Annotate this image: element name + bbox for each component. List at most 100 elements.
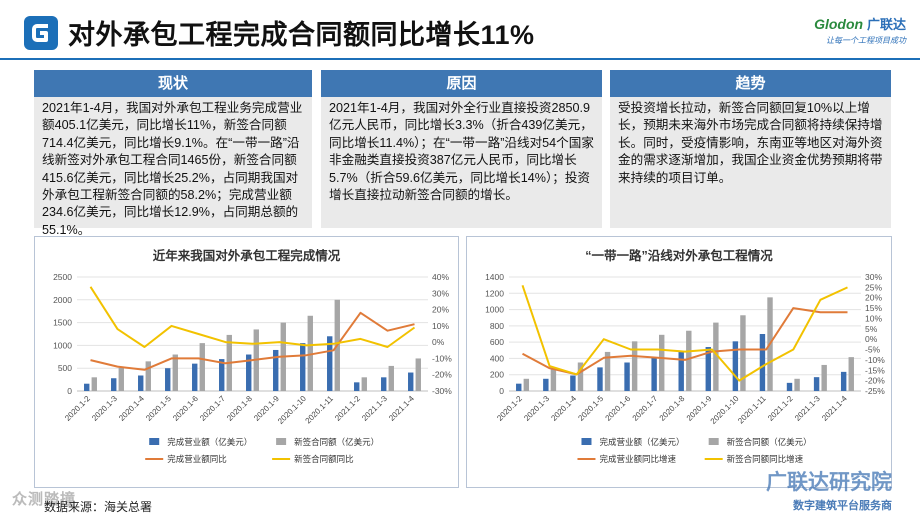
chart-belt-road: “一带一路”沿线对外承包工程情况 0 200 400 600 800 1000 1200 140… bbox=[466, 236, 892, 488]
panel-heading: 现状 bbox=[34, 70, 312, 97]
data-source: 数据来源：海关总署 bbox=[44, 500, 153, 514]
x-tick-label: 2020.1-10 bbox=[276, 394, 308, 426]
x-tick-label: 2021.1-2 bbox=[766, 394, 795, 423]
y2-tick-label: 0% bbox=[865, 334, 878, 344]
bar bbox=[570, 375, 576, 391]
series-line bbox=[89, 286, 416, 348]
x-tick-label: 2020.1-7 bbox=[631, 394, 660, 423]
panel-text: 2021年1-4月，我国对外全行业直接投资2850.9亿元人民币，同比增长3.3… bbox=[329, 101, 594, 203]
y2-tick-label: -20% bbox=[432, 370, 452, 380]
bar bbox=[821, 364, 827, 391]
y-tick-label: 1400 bbox=[485, 272, 504, 282]
bar bbox=[408, 372, 414, 391]
x-tick-label: 2020.1-8 bbox=[225, 394, 254, 423]
y-tick-label: 500 bbox=[58, 363, 72, 373]
y2-tick-label: 20% bbox=[865, 293, 882, 303]
bar bbox=[192, 363, 198, 391]
y2-tick-label: 10% bbox=[432, 321, 449, 331]
legend-label: 新签合同额同比 bbox=[294, 454, 354, 464]
x-tick-label: 2020.1-5 bbox=[576, 394, 605, 423]
bar bbox=[381, 377, 387, 391]
bar bbox=[199, 343, 205, 391]
legend-swatch bbox=[581, 438, 592, 445]
watermark-left: 众测踏撞 bbox=[12, 491, 77, 508]
panel-trend: 趋势 受投资增长拉动，新签合同额回复10%以上增长，预期未来海外市场完成合同额将… bbox=[610, 70, 891, 228]
x-tick-label: 2020.1-5 bbox=[144, 394, 173, 423]
x-tick-label: 2020.1-7 bbox=[198, 394, 227, 423]
legend-label: 新签合同额（亿美元） bbox=[294, 437, 379, 447]
bar bbox=[740, 315, 746, 391]
y-tick-label: 1200 bbox=[485, 288, 504, 298]
y-tick-label: 1500 bbox=[53, 318, 72, 328]
x-tick-label: 2021.1-3 bbox=[360, 394, 389, 423]
page-title: 对外承包工程完成合同额同比增长11% bbox=[68, 20, 535, 50]
y-tick-label: 200 bbox=[490, 370, 504, 380]
y2-tick-label: -10% bbox=[432, 353, 452, 363]
bar bbox=[388, 365, 394, 391]
legend-label: 完成营业额（亿美元） bbox=[599, 437, 684, 447]
legend-label: 新签合同额（亿美元） bbox=[727, 437, 812, 447]
brand-logo: Glodon 广联达 让每一个工程项目成功 bbox=[746, 14, 906, 46]
watermark: 广联达研究院 数字建筑平台服务商 bbox=[766, 466, 892, 513]
bar bbox=[118, 367, 124, 391]
bar bbox=[523, 378, 530, 391]
legend-label: 完成营业额同比 bbox=[167, 454, 227, 464]
bar bbox=[516, 383, 522, 391]
legend-label: 完成营业额（亿美元） bbox=[167, 437, 252, 447]
bar bbox=[165, 368, 171, 391]
y-tick-label: 0 bbox=[67, 386, 72, 396]
bar bbox=[361, 377, 367, 391]
bar bbox=[794, 378, 800, 391]
bar bbox=[624, 362, 630, 391]
y2-tick-label: 0% bbox=[432, 337, 445, 347]
bar bbox=[138, 375, 144, 391]
bar bbox=[354, 382, 360, 391]
x-tick-label: 2021.1-3 bbox=[793, 394, 822, 423]
y2-tick-label: 15% bbox=[865, 303, 882, 313]
y-tick-label: 2000 bbox=[53, 295, 72, 305]
y2-tick-label: 20% bbox=[432, 305, 449, 315]
chart-title: “一带一路”沿线对外承包工程情况 bbox=[585, 248, 773, 263]
y-tick-label: 800 bbox=[490, 321, 504, 331]
bar bbox=[219, 359, 225, 391]
legend-swatch bbox=[708, 438, 719, 445]
bar bbox=[550, 369, 557, 391]
y-tick-label: 1000 bbox=[53, 340, 72, 350]
y2-tick-label: -30% bbox=[432, 386, 452, 396]
bar bbox=[651, 357, 657, 391]
x-tick-label: 2020.1-2 bbox=[63, 394, 92, 423]
panel-text: 受投资增长拉动，新签合同额回复10%以上增长，预期未来海外市场完成合同额将持续保… bbox=[618, 101, 883, 185]
chart-title: 近年来我国对外承包工程完成情况 bbox=[153, 248, 341, 263]
bar bbox=[577, 362, 584, 391]
header-divider bbox=[0, 58, 920, 60]
bar bbox=[659, 334, 665, 391]
x-tick-label: 2020.1-6 bbox=[604, 394, 633, 423]
watermark-subtitle: 数字建筑平台服务商 bbox=[793, 500, 892, 512]
x-tick-label: 2020.1-3 bbox=[522, 394, 551, 423]
watermark-title: 广联达研究院 bbox=[766, 471, 892, 494]
legend-swatch bbox=[149, 438, 160, 445]
panel-text: 2021年1-4月，我国对外承包工程业务完成营业额405.1亿美元，同比增长11… bbox=[42, 101, 303, 237]
panel-status: 现状 2021年1-4月，我国对外承包工程业务完成营业额405.1亿美元，同比增… bbox=[34, 70, 312, 237]
y2-tick-label: 30% bbox=[865, 272, 882, 282]
bar bbox=[145, 361, 151, 391]
y2-tick-label: -25% bbox=[865, 386, 885, 396]
bar bbox=[91, 377, 97, 391]
legend-label: 完成营业额同比增速 bbox=[599, 454, 676, 464]
y-tick-label: 2500 bbox=[53, 272, 72, 282]
x-tick-label: 2020.1-11 bbox=[303, 394, 335, 426]
x-tick-label: 2020.1-6 bbox=[171, 394, 200, 423]
bar bbox=[678, 351, 684, 391]
bar bbox=[327, 336, 333, 391]
chart-belt-road-svg: “一带一路”沿线对外承包工程情况 0 200 400 600 800 1000 1200 140… bbox=[485, 248, 885, 464]
bar bbox=[604, 351, 611, 391]
bar bbox=[686, 330, 692, 391]
brand-name: Glodon bbox=[814, 16, 864, 32]
y2-tick-label: -20% bbox=[865, 376, 885, 386]
y2-tick-label: 40% bbox=[432, 272, 449, 282]
bar bbox=[273, 349, 279, 391]
bar bbox=[300, 343, 306, 391]
legend-swatch bbox=[276, 438, 287, 445]
x-tick-label: 2021.1-2 bbox=[333, 394, 362, 423]
y-tick-label: 1000 bbox=[485, 305, 504, 315]
